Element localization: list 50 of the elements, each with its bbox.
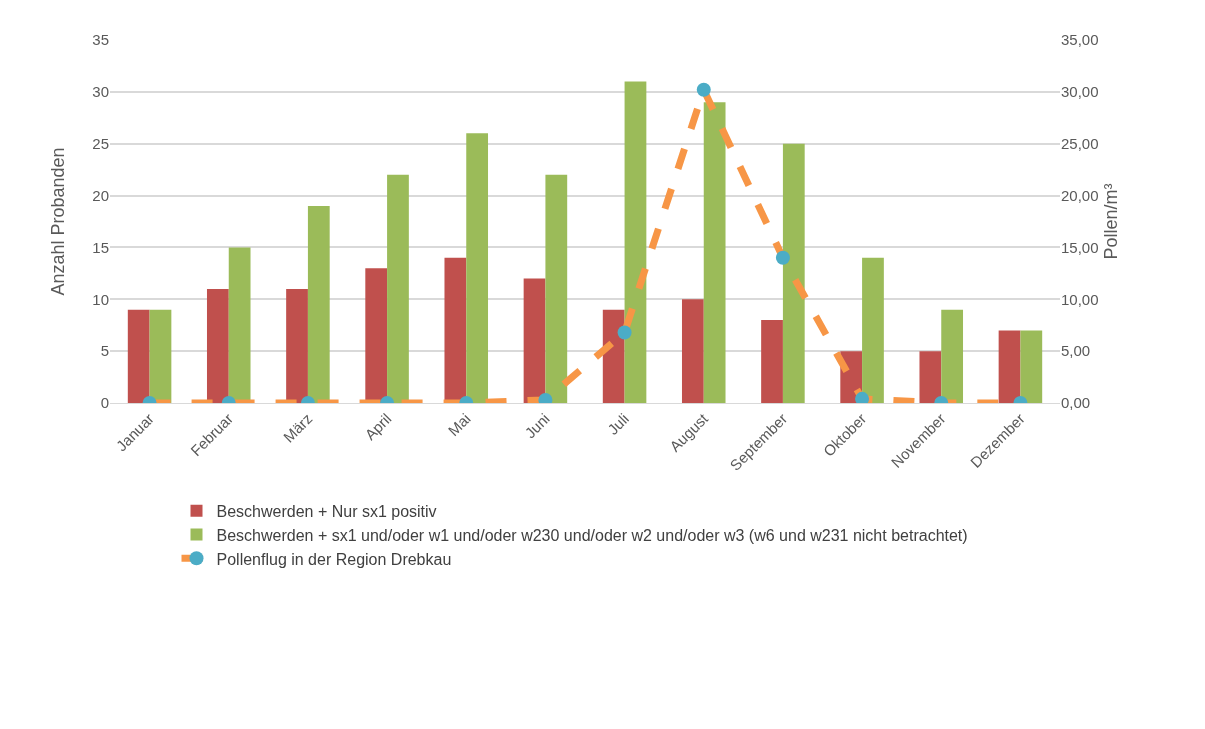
y-tick-label: 35	[92, 31, 109, 49]
bar	[681, 299, 704, 403]
bar	[149, 309, 172, 403]
y-tick-label: 25	[92, 134, 109, 152]
bar	[523, 278, 546, 403]
legend-label: Beschwerden + sx1 und/oder w1 und/oder w230 und/oder w2 und/oder w3 (w6 und w231 nicht betrachtet)	[216, 526, 968, 544]
x-tick-label: Juni	[521, 409, 553, 442]
bar	[919, 351, 942, 403]
bar	[466, 133, 489, 403]
bar	[228, 247, 251, 403]
y-axis-title: Anzahl Probanden	[48, 147, 68, 296]
bar	[127, 309, 150, 403]
bar	[444, 257, 467, 403]
bar	[387, 174, 409, 403]
bar	[624, 81, 647, 403]
bar	[286, 288, 308, 403]
bar	[365, 268, 388, 403]
y2-tick-label: 30,00	[1061, 83, 1099, 101]
bar	[602, 309, 625, 403]
y-tick-label: 15	[92, 238, 109, 256]
bar	[1020, 330, 1043, 403]
y2-tick-label: 5,00	[1061, 342, 1091, 360]
y2-tick-label: 15,00	[1061, 238, 1099, 256]
bar	[782, 143, 805, 403]
x-tick-label: Mai	[444, 409, 474, 440]
y-tick-label: 0	[100, 394, 109, 412]
point	[775, 250, 790, 265]
y-tick-label: 20	[92, 186, 109, 204]
y2-tick-label: 0,00	[1061, 394, 1091, 412]
bar	[307, 205, 330, 403]
y2-tick-label: 35,00	[1061, 31, 1099, 49]
bar	[941, 309, 964, 403]
bar	[703, 102, 726, 403]
bar	[761, 320, 783, 403]
y2-tick-label: 25,00	[1061, 134, 1099, 152]
y2-tick-label: 10,00	[1061, 290, 1099, 308]
bar	[862, 257, 884, 403]
bar	[206, 288, 229, 403]
x-tick-label: Juli	[604, 409, 632, 438]
legend-label: Beschwerden + Nur sx1 positiv	[216, 502, 437, 520]
y-tick-label: 30	[92, 83, 109, 101]
y-tick-label: 10	[92, 290, 109, 308]
y2-tick-label: 20,00	[1061, 186, 1099, 204]
y-tick-label: 5	[100, 342, 109, 360]
bar	[545, 174, 568, 403]
bar	[998, 330, 1021, 403]
point	[696, 82, 711, 97]
legend-label: Pollenflug in der Region Drebkau	[216, 550, 452, 568]
y2-axis-title: Pollen/m³	[1100, 183, 1121, 260]
point	[855, 391, 870, 403]
